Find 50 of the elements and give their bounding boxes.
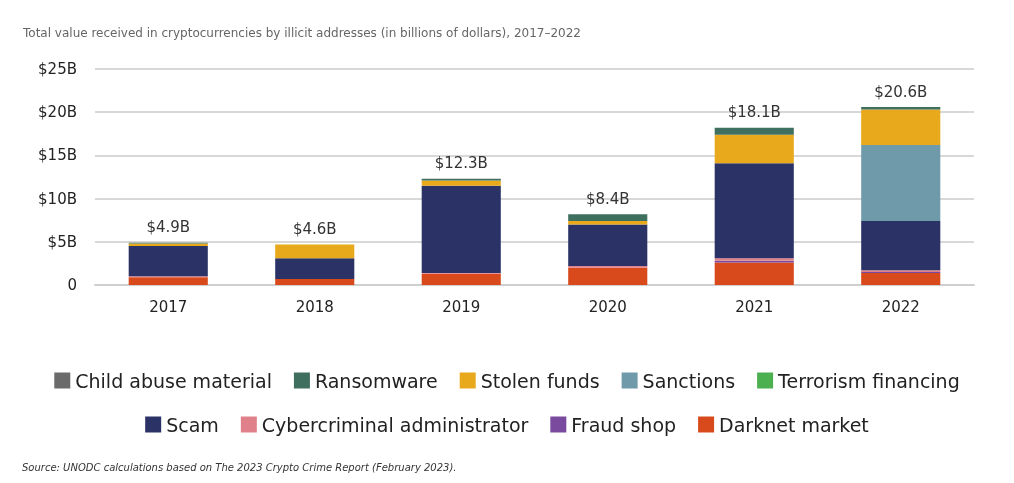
- x-tick-label: 2019: [442, 297, 481, 316]
- legend-label: Ransomware: [314, 369, 438, 392]
- total-label: $4.9B: [146, 218, 191, 237]
- x-tick-label: 2017: [149, 297, 188, 316]
- bar: [861, 272, 941, 285]
- legend-label: Darknet market: [719, 413, 869, 436]
- source-note: Source: UNODC calculations based on The 2023 Crypto Crime Report (February 2023).: [22, 461, 457, 473]
- x-tick-label: 2021: [735, 297, 774, 316]
- legend-label: Scam: [166, 413, 219, 436]
- total-label: $4.6B: [292, 219, 337, 238]
- bar: [275, 278, 355, 285]
- legend-label: Stolen funds: [480, 369, 600, 392]
- bar: [861, 107, 941, 110]
- bar: [714, 134, 794, 164]
- bar: [421, 180, 501, 186]
- x-tick-label: 2018: [295, 297, 334, 316]
- legend-label: Cybercriminal administrator: [261, 413, 529, 436]
- bar: [714, 262, 794, 285]
- bar: [714, 163, 794, 259]
- legend-label: Sanctions: [642, 369, 736, 392]
- y-tick-label: $15B: [38, 146, 77, 165]
- bar: [275, 244, 355, 259]
- y-tick-label: 0: [67, 276, 77, 294]
- chart-title: Total value received in cryptocurrencies by illicit addresses (in billions of dollars), 2017–2022: [22, 26, 581, 40]
- bar: [568, 224, 648, 266]
- total-label: $20.6B: [874, 82, 928, 101]
- total-label: $12.3B: [434, 154, 488, 173]
- x-tick-label: 2022: [881, 297, 920, 316]
- y-tick-label: $5B: [47, 232, 77, 251]
- bar: [421, 185, 501, 273]
- legend-label: Child abuse material: [75, 369, 272, 392]
- x-tick-label: 2020: [588, 297, 627, 316]
- bar: [421, 273, 501, 285]
- y-tick-label: $25B: [38, 60, 77, 78]
- bar: [714, 127, 794, 135]
- bar: [128, 246, 208, 277]
- total-label: $8.4B: [585, 189, 630, 208]
- total-label: $18.1B: [727, 103, 781, 122]
- y-tick-label: $20B: [38, 103, 77, 122]
- bar: [275, 258, 355, 279]
- bar: [568, 221, 648, 225]
- bar: [128, 277, 208, 285]
- bar: [861, 109, 941, 146]
- legend-label: Terrorism financing: [777, 369, 960, 392]
- y-tick-label: $10B: [38, 189, 77, 208]
- bar: [861, 145, 941, 222]
- bar: [861, 221, 941, 271]
- bar: [568, 267, 648, 285]
- bar: [568, 214, 648, 222]
- legend-label: Fraud shop: [571, 413, 677, 436]
